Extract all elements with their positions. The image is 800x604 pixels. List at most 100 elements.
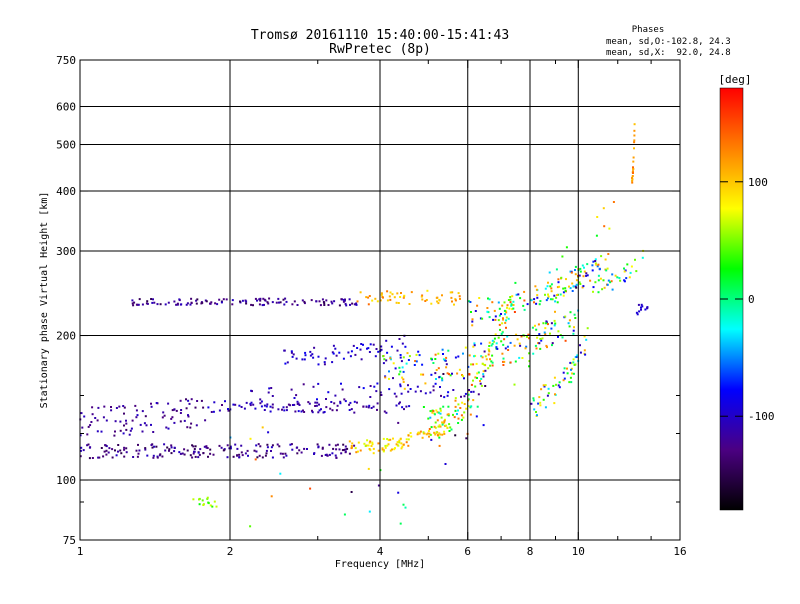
y-tick-label: 600: [56, 101, 76, 114]
data-point: [512, 304, 515, 306]
data-point: [130, 427, 133, 430]
data-point: [575, 355, 578, 358]
data-point: [579, 270, 582, 273]
data-point: [482, 424, 485, 427]
data-point: [91, 457, 94, 459]
data-point: [517, 293, 520, 296]
data-point: [260, 405, 263, 408]
data-point: [474, 310, 477, 312]
data-point: [156, 456, 159, 459]
data-point: [432, 385, 435, 388]
data-point: [446, 426, 449, 429]
data-point: [558, 386, 561, 389]
data-point: [87, 443, 90, 446]
data-point: [146, 300, 149, 303]
data-point: [100, 447, 103, 449]
data-point: [324, 357, 327, 360]
data-point: [521, 357, 524, 359]
data-point: [539, 404, 542, 407]
data-point: [431, 411, 434, 414]
data-point: [475, 415, 478, 418]
data-point: [397, 421, 400, 424]
data-point: [421, 298, 424, 301]
data-point: [447, 391, 450, 394]
data-point: [134, 404, 137, 407]
data-point: [574, 273, 577, 276]
data-point: [303, 358, 306, 361]
data-point: [379, 391, 382, 394]
data-point: [574, 265, 577, 268]
data-point: [255, 444, 258, 447]
data-point: [470, 311, 472, 313]
data-point: [354, 353, 357, 356]
data-point: [79, 434, 82, 437]
data-point: [209, 448, 212, 451]
data-point: [515, 293, 518, 296]
data-point: [382, 355, 385, 358]
data-point: [470, 383, 473, 386]
data-point: [275, 301, 278, 304]
data-point: [456, 413, 458, 415]
data-point: [359, 348, 362, 351]
data-point: [592, 260, 595, 263]
data-point: [350, 446, 353, 449]
data-point: [447, 349, 450, 352]
colorbar-tick-label: 0: [748, 293, 755, 306]
data-point: [377, 449, 380, 452]
data-point: [467, 365, 470, 368]
data-point: [505, 319, 508, 322]
data-point: [555, 268, 558, 271]
data-point: [325, 299, 328, 302]
data-point: [372, 452, 375, 455]
data-point: [150, 423, 152, 426]
data-point: [376, 300, 379, 303]
data-point: [387, 443, 390, 446]
data-point: [193, 448, 196, 450]
data-point: [262, 297, 265, 300]
data-point: [438, 298, 441, 301]
data-point: [586, 263, 589, 266]
data-point: [399, 354, 402, 356]
data-point: [382, 362, 385, 365]
x-tick-label: 4: [377, 545, 384, 558]
data-point: [513, 344, 516, 347]
x-tick-label: 1: [77, 545, 84, 558]
data-point: [375, 348, 378, 350]
data-point: [500, 313, 502, 315]
data-point: [334, 444, 337, 447]
data-point: [397, 302, 400, 304]
data-point: [441, 433, 444, 436]
data-point: [449, 291, 452, 294]
data-point: [582, 285, 585, 288]
data-point: [113, 434, 116, 437]
data-point: [131, 302, 134, 305]
data-point: [457, 409, 459, 412]
data-point: [96, 430, 99, 433]
data-point: [632, 170, 634, 173]
data-point: [252, 304, 254, 307]
data-point: [504, 347, 507, 350]
data-point: [229, 445, 232, 448]
data-point: [290, 388, 293, 391]
data-point: [231, 303, 234, 306]
data-point: [167, 301, 170, 304]
data-point: [478, 297, 481, 299]
data-point: [211, 505, 214, 508]
data-point: [596, 216, 599, 218]
data-point: [369, 385, 372, 387]
x-tick-label: 10: [572, 545, 585, 558]
data-point: [240, 406, 243, 408]
data-point: [146, 454, 149, 457]
data-point: [368, 448, 371, 450]
data-point: [179, 303, 182, 306]
data-point: [302, 409, 304, 412]
data-point: [355, 451, 358, 454]
data-point: [342, 300, 345, 303]
data-point: [263, 409, 266, 411]
data-point: [454, 356, 457, 359]
data-point: [369, 343, 372, 346]
data-point: [437, 352, 440, 355]
data-point: [228, 447, 231, 450]
data-point: [353, 444, 356, 447]
data-point: [240, 444, 243, 447]
